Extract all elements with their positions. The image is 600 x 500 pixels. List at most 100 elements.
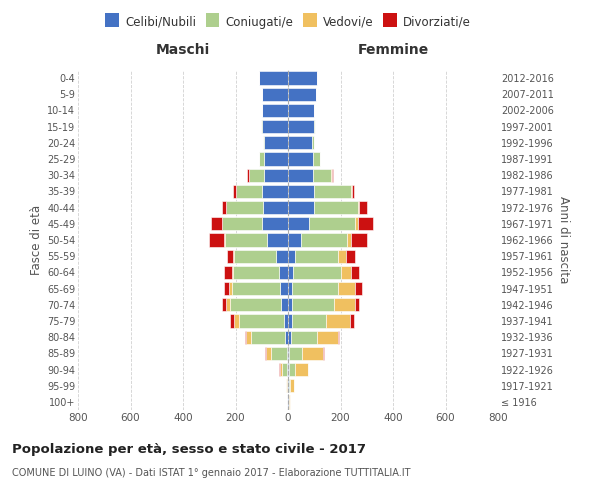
- Bar: [288, 250, 295, 263]
- Bar: [295, 363, 308, 376]
- Bar: [262, 185, 288, 198]
- Bar: [233, 250, 234, 263]
- Bar: [358, 217, 373, 230]
- Bar: [288, 168, 313, 182]
- Bar: [288, 234, 301, 246]
- Bar: [355, 298, 359, 312]
- Bar: [338, 250, 346, 263]
- Bar: [295, 250, 338, 263]
- Bar: [235, 185, 262, 198]
- Bar: [279, 266, 288, 279]
- Bar: [263, 136, 265, 149]
- Bar: [302, 346, 323, 360]
- Bar: [288, 72, 317, 85]
- Bar: [211, 217, 222, 230]
- Bar: [262, 104, 288, 117]
- Bar: [317, 330, 338, 344]
- Bar: [323, 346, 324, 360]
- Y-axis label: Fasce di età: Fasce di età: [29, 205, 43, 275]
- Bar: [280, 282, 288, 295]
- Bar: [334, 298, 355, 312]
- Bar: [282, 363, 287, 376]
- Bar: [288, 346, 289, 360]
- Bar: [292, 298, 334, 312]
- Bar: [351, 185, 352, 198]
- Text: COMUNE DI LUINO (VA) - Dati ISTAT 1° gennaio 2017 - Elaborazione TUTTITALIA.IT: COMUNE DI LUINO (VA) - Dati ISTAT 1° gen…: [12, 468, 410, 477]
- Bar: [233, 185, 235, 198]
- Bar: [245, 330, 246, 344]
- Bar: [355, 282, 361, 295]
- Bar: [281, 298, 288, 312]
- Bar: [234, 250, 276, 263]
- Bar: [301, 234, 347, 246]
- Bar: [223, 217, 262, 230]
- Bar: [226, 201, 263, 214]
- Bar: [226, 298, 230, 312]
- Text: Popolazione per età, sesso e stato civile - 2017: Popolazione per età, sesso e stato civil…: [12, 442, 366, 456]
- Bar: [234, 314, 239, 328]
- Bar: [233, 266, 279, 279]
- Bar: [222, 201, 226, 214]
- Bar: [284, 314, 288, 328]
- Bar: [358, 201, 359, 214]
- Bar: [248, 168, 265, 182]
- Bar: [247, 168, 248, 182]
- Bar: [290, 330, 317, 344]
- Bar: [263, 201, 288, 214]
- Bar: [232, 282, 280, 295]
- Bar: [288, 314, 292, 328]
- Bar: [288, 88, 316, 101]
- Bar: [209, 234, 224, 246]
- Bar: [351, 266, 359, 279]
- Bar: [350, 314, 353, 328]
- Y-axis label: Anni di nascita: Anni di nascita: [557, 196, 571, 284]
- Bar: [288, 298, 292, 312]
- Bar: [224, 266, 232, 279]
- Bar: [225, 234, 267, 246]
- Bar: [351, 234, 367, 246]
- Bar: [313, 152, 320, 166]
- Bar: [251, 330, 286, 344]
- Bar: [246, 330, 251, 344]
- Bar: [341, 266, 351, 279]
- Bar: [230, 298, 281, 312]
- Bar: [346, 250, 355, 263]
- Bar: [223, 298, 226, 312]
- Bar: [292, 314, 326, 328]
- Bar: [262, 88, 288, 101]
- Text: Maschi: Maschi: [156, 43, 210, 57]
- Bar: [352, 185, 355, 198]
- Bar: [288, 266, 293, 279]
- Bar: [289, 346, 302, 360]
- Bar: [287, 363, 288, 376]
- Bar: [271, 346, 287, 360]
- Bar: [288, 282, 292, 295]
- Bar: [288, 120, 314, 134]
- Bar: [265, 168, 288, 182]
- Bar: [288, 136, 311, 149]
- Bar: [259, 72, 288, 85]
- Bar: [280, 363, 282, 376]
- Bar: [288, 152, 313, 166]
- Bar: [287, 346, 288, 360]
- Bar: [224, 282, 229, 295]
- Bar: [265, 136, 288, 149]
- Bar: [293, 266, 341, 279]
- Bar: [332, 168, 333, 182]
- Bar: [314, 201, 358, 214]
- Bar: [289, 379, 290, 392]
- Bar: [355, 217, 358, 230]
- Bar: [227, 250, 233, 263]
- Bar: [311, 136, 314, 149]
- Bar: [239, 314, 284, 328]
- Bar: [292, 282, 338, 295]
- Bar: [338, 282, 355, 295]
- Bar: [288, 104, 314, 117]
- Bar: [359, 201, 367, 214]
- Bar: [276, 250, 288, 263]
- Bar: [286, 330, 288, 344]
- Bar: [259, 152, 265, 166]
- Bar: [262, 217, 288, 230]
- Bar: [229, 282, 232, 295]
- Bar: [265, 152, 288, 166]
